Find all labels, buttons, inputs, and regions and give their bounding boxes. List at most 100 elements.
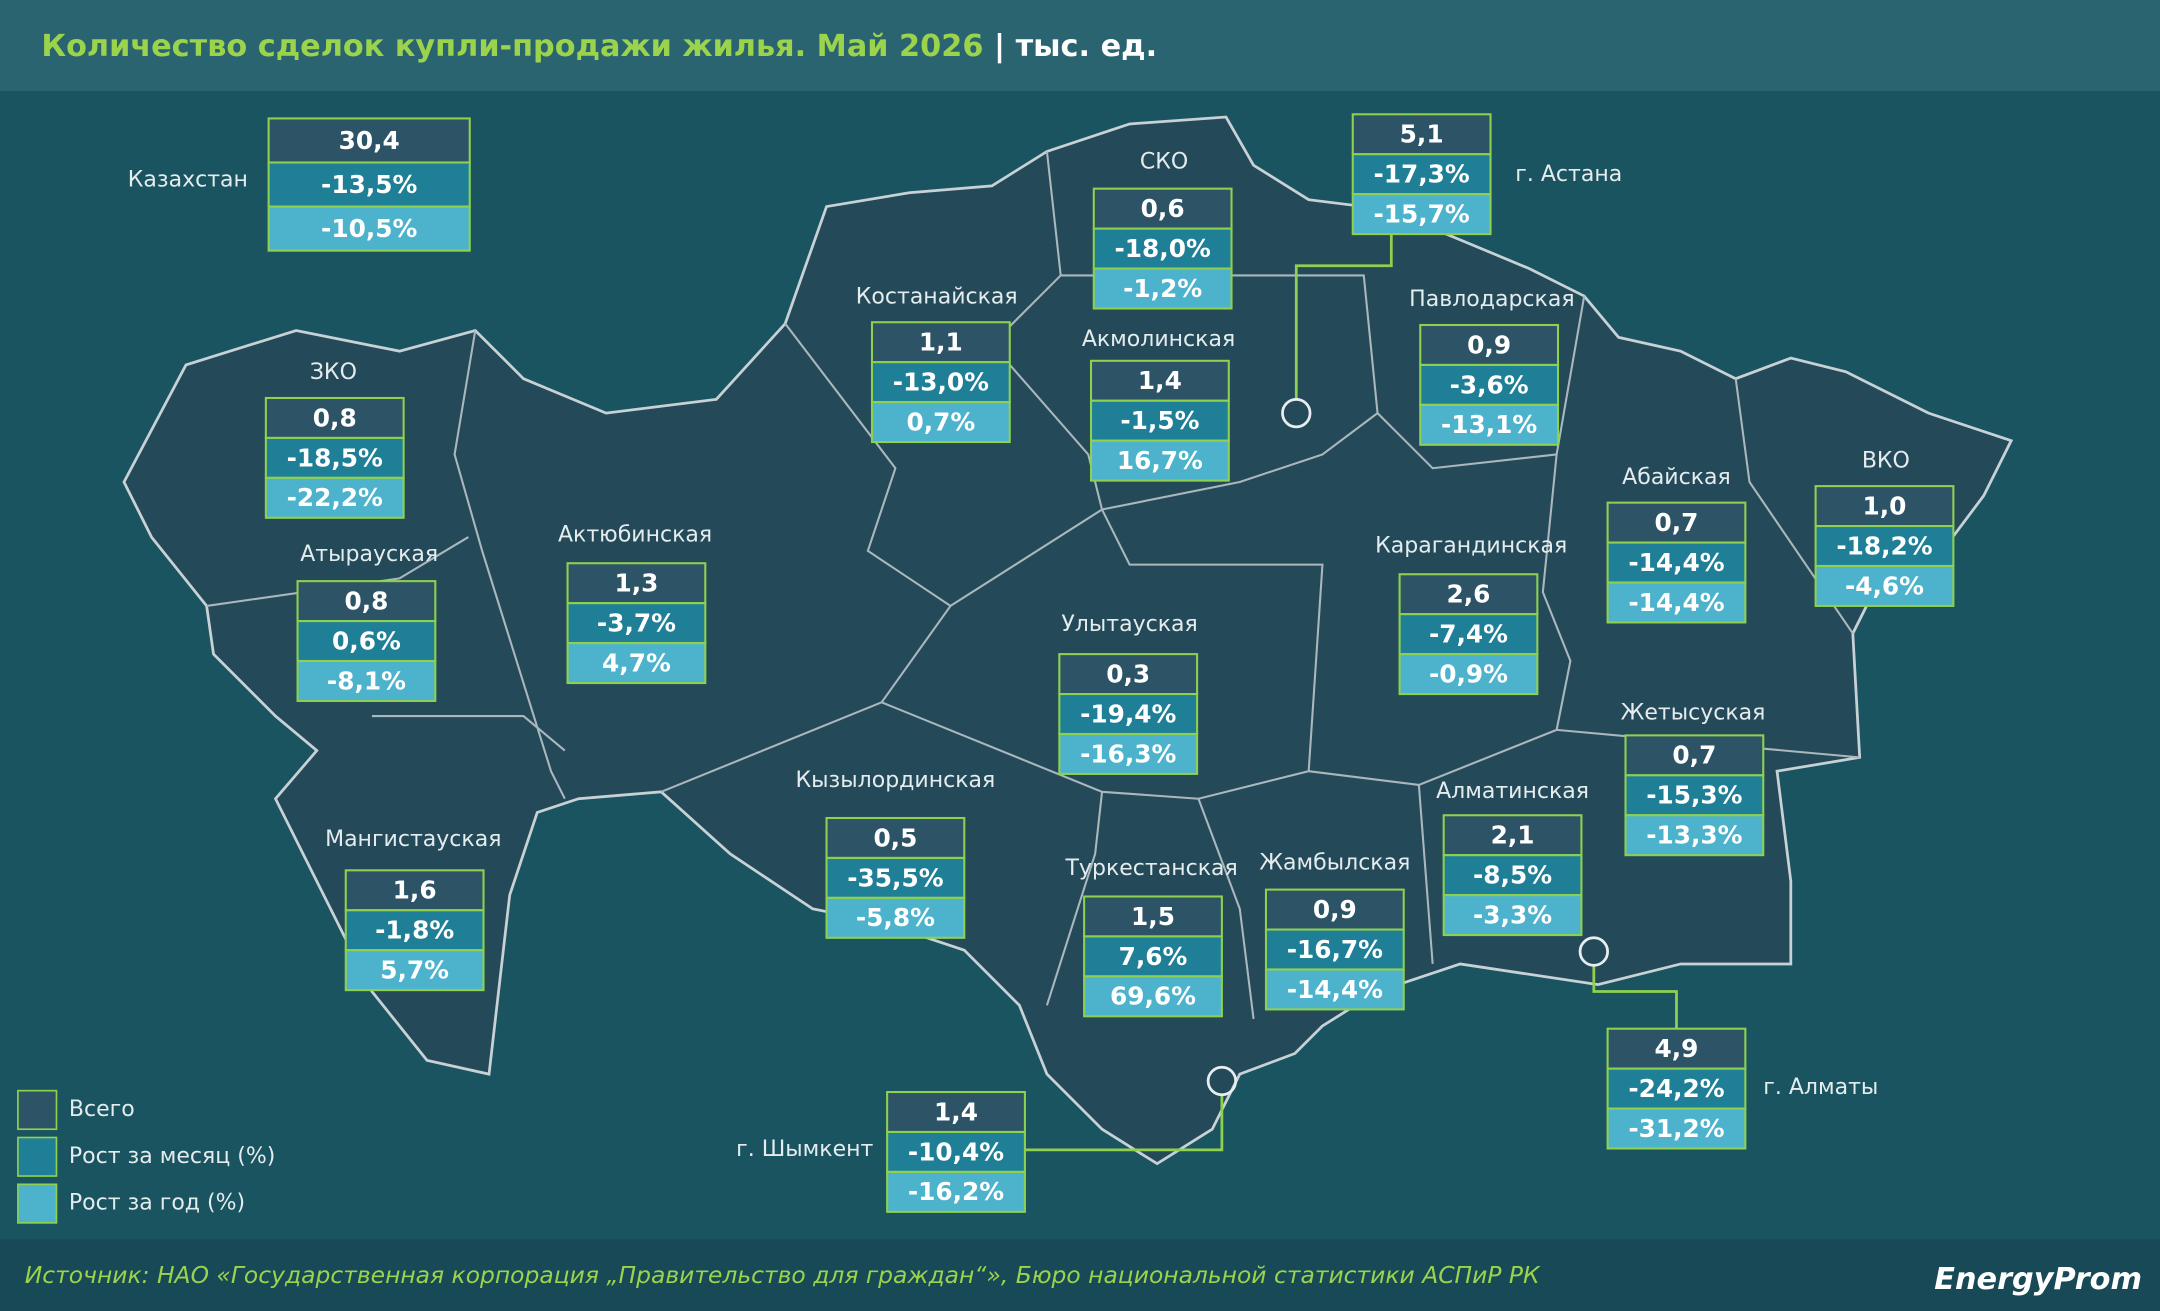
region-name: СКО (1140, 150, 1188, 175)
value-cell (1092, 267, 1233, 310)
separator: | (983, 28, 1015, 63)
city-markers (1024, 234, 1678, 1152)
border (371, 715, 566, 752)
border (1197, 798, 1255, 1020)
value-cell (1606, 581, 1747, 624)
logo: EnergyProm (1934, 1262, 2142, 1297)
value-cell (1083, 935, 1223, 978)
region-month: -18,5% (287, 443, 383, 472)
value-cell (1624, 734, 1765, 777)
title-bar (0, 0, 2160, 91)
region-total: 1,6 (393, 876, 437, 905)
region-month: -13,5% (321, 170, 417, 199)
value-cell (886, 1130, 1026, 1173)
region-month: -7,4% (1429, 620, 1508, 649)
region-month: -8,5% (1473, 861, 1552, 890)
region-total: 1,3 (614, 569, 658, 598)
region-year: -8,1% (327, 666, 406, 695)
value-cell (296, 580, 437, 623)
region-name: Акмолинская (1082, 327, 1235, 352)
region-year: -4,6% (1845, 571, 1924, 600)
region-total: 0,7 (1672, 741, 1716, 770)
region-year: -1,2% (1123, 274, 1202, 303)
border (1417, 784, 1434, 965)
region-name: Улытауская (1061, 612, 1197, 637)
region-total: 0,7 (1655, 508, 1699, 537)
value-cell (1606, 1107, 1747, 1150)
region-total: 5,1 (1400, 120, 1444, 149)
region-month: -19,4% (1080, 699, 1176, 728)
region-month: -13,0% (893, 368, 989, 397)
region-total: 0,8 (344, 586, 388, 615)
shymkent-connector (1024, 1094, 1224, 1152)
region-total: 30,4 (339, 126, 400, 155)
value-cell (1398, 653, 1539, 696)
value-cell (1606, 541, 1747, 584)
value-cell (1398, 613, 1539, 656)
border (660, 322, 952, 793)
region-name: Алматинская (1436, 779, 1589, 804)
region-month: -3,6% (1450, 370, 1529, 399)
astana-connector (1294, 234, 1393, 400)
border (949, 151, 1104, 607)
astana-marker (1281, 397, 1312, 429)
value-cell (1089, 439, 1230, 482)
region-total: 4,9 (1655, 1034, 1699, 1063)
unit: тыс. ед. (1016, 28, 1158, 63)
value-cell (1442, 854, 1583, 897)
value-cell (1264, 888, 1405, 931)
region-total: 0,6 (1141, 194, 1185, 223)
region-total: 0,8 (313, 403, 357, 432)
region-month: 7,6% (1119, 942, 1188, 971)
region-year: -14,4% (1287, 975, 1383, 1004)
value-cell (264, 396, 405, 439)
value-cell (1058, 732, 1199, 775)
value-cell (1624, 774, 1765, 817)
value-cell (344, 869, 485, 912)
region-month: -10,4% (908, 1137, 1004, 1166)
value-cell (1442, 894, 1583, 937)
value-cell (267, 161, 471, 208)
value-cell (566, 602, 707, 645)
region-name: Жетысуская (1621, 700, 1766, 725)
region-month: -1,5% (1120, 406, 1199, 435)
value-cell (870, 401, 1011, 444)
value-cell (1606, 1027, 1747, 1070)
region-name: Атырауская (300, 542, 438, 567)
region-name: ЗКО (310, 360, 357, 385)
region-name: Туркестанская (1064, 856, 1237, 881)
value-cell (1264, 968, 1405, 1011)
value-cell (1264, 928, 1405, 971)
region-year: -16,2% (908, 1177, 1004, 1206)
region-name: г. Астана (1515, 162, 1622, 187)
value-cell (1351, 153, 1492, 196)
region-name: Жамбылская (1259, 850, 1410, 875)
region-month: -3,7% (597, 609, 676, 638)
value-cell (870, 361, 1011, 404)
value-cell (825, 896, 966, 939)
region-year: 0,7% (906, 407, 975, 436)
value-cell (267, 117, 471, 164)
region-total: 1,4 (1138, 366, 1182, 395)
region-name: г. Шымкент (736, 1137, 873, 1162)
region-year: 69,6% (1110, 982, 1196, 1011)
region-month: -18,2% (1836, 531, 1932, 560)
value-cell (1398, 573, 1539, 616)
almaty-connector (1592, 963, 1678, 1029)
value-cell (825, 856, 966, 899)
region-year: -5,8% (856, 903, 935, 932)
region-name: ВКО (1862, 448, 1910, 473)
footer-bar (0, 1239, 2160, 1311)
value-cell (1089, 359, 1230, 402)
region-month: -16,7% (1287, 935, 1383, 964)
region-total: 1,5 (1131, 902, 1175, 931)
legend-swatch (17, 1136, 58, 1177)
value-cell (264, 476, 405, 519)
region-year: -15,7% (1373, 200, 1469, 229)
border (1376, 295, 1586, 470)
region-total: 2,6 (1447, 580, 1491, 609)
legend-label: Рост за год (%) (69, 1191, 245, 1216)
region-total: 1,4 (934, 1097, 978, 1126)
value-cell (267, 205, 471, 252)
